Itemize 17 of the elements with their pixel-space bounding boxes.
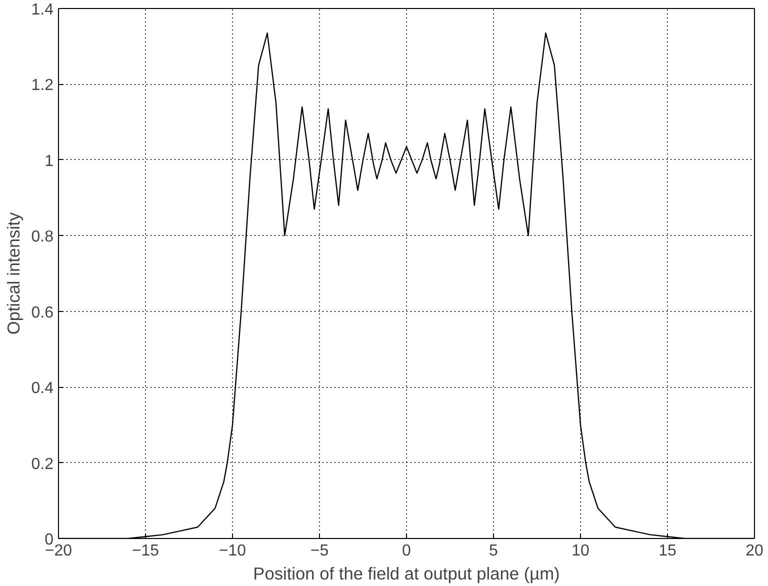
y-tick-label: 0.4 (31, 380, 54, 398)
x-tick-label: 15 (658, 542, 676, 560)
y-tick-label: 1.2 (31, 77, 54, 94)
x-tick-label: −5 (310, 542, 329, 560)
x-tick-label: 0 (402, 542, 412, 560)
x-tick-label: 20 (746, 542, 764, 560)
x-tick-label: 10 (572, 542, 590, 560)
y-axis-title: Optical intensity (3, 212, 24, 335)
y-tick-label: 0.8 (31, 228, 54, 246)
x-axis-title: Position of the field at output plane (µm) (253, 564, 560, 584)
x-tick-label: 5 (489, 542, 498, 560)
y-tick-label: 0.6 (31, 304, 54, 322)
y-tick-label: 1 (44, 152, 54, 170)
x-tick-label: −15 (132, 542, 160, 560)
y-tick-label: 1.4 (31, 2, 54, 18)
y-tick-label: 0.2 (31, 456, 54, 473)
x-tick-label: −10 (218, 542, 246, 560)
